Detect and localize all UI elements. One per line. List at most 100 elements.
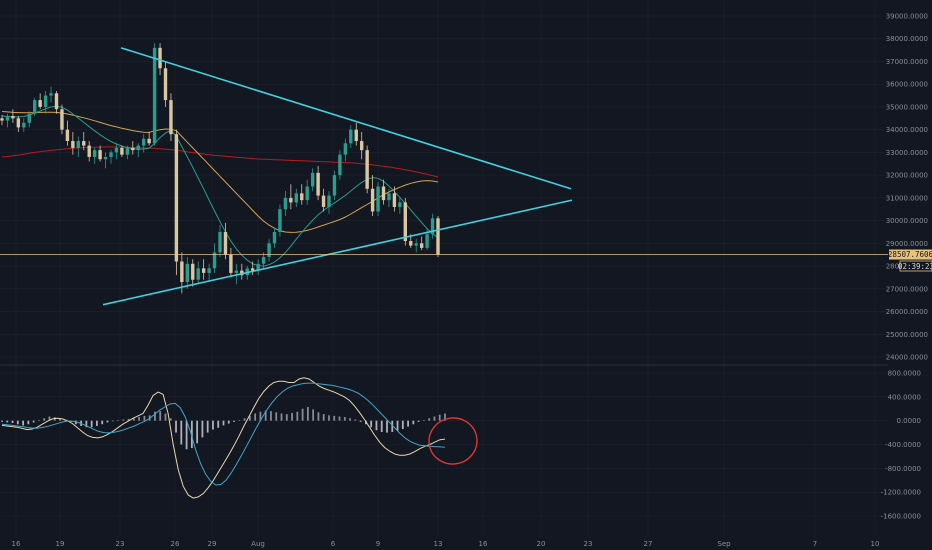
price-tick-label: 31000.0000 (886, 194, 928, 202)
candle-body (387, 193, 391, 201)
candle-body (201, 268, 206, 273)
macd-tick-label: 800.0000 (888, 370, 921, 378)
candle-body (65, 129, 70, 142)
macd-pane (1, 377, 446, 499)
candle-body (11, 116, 15, 119)
candle-body (365, 150, 369, 189)
candle-body (403, 202, 407, 242)
price-tick-label: 39000.0000 (886, 13, 928, 21)
triangle-trendlines[interactable] (102, 47, 573, 306)
candle-body (349, 129, 353, 144)
macd-tick-label: -1200.0000 (881, 489, 921, 497)
candle-body (310, 172, 315, 187)
candle-body (60, 109, 64, 130)
price-tick-label: 34000.0000 (886, 126, 928, 134)
macd-macd-line (1, 377, 446, 499)
candle-body (120, 147, 124, 155)
price-badge: 28507.7606 02:39:23 (888, 249, 932, 272)
candle-body (354, 129, 358, 142)
macd-tick-label: 0.0000 (897, 417, 922, 425)
macd-tick-label: -400.0000 (885, 441, 921, 449)
candle-body (109, 152, 113, 157)
time-tick-label: 20 (537, 540, 546, 548)
candle-body (136, 145, 140, 151)
time-tick-label: 6 (331, 540, 336, 548)
candle-body (229, 254, 233, 273)
candle-body (338, 154, 342, 176)
time-tick-label: 16 (12, 540, 21, 548)
candle-body (272, 231, 277, 244)
candle-body (360, 141, 364, 151)
time-tick-label: 9 (376, 540, 380, 548)
candle-body (430, 218, 435, 235)
countdown-badge-bg (899, 260, 932, 272)
candle-body (294, 193, 298, 203)
price-badge-bg (889, 249, 932, 260)
price-tick-label: 26000.0000 (886, 308, 928, 316)
candle-body (300, 193, 304, 201)
candle-body (5, 116, 10, 121)
time-tick-label: 27 (644, 540, 653, 548)
candle-body (191, 263, 195, 280)
candle-body (409, 241, 413, 246)
candle-body (43, 95, 48, 107)
candle-body (142, 138, 146, 146)
moving-averages (1, 105, 439, 267)
countdown-badge-value: 02:39:23 (898, 262, 932, 271)
price-tick-label: 36000.0000 (886, 81, 928, 89)
macd-tick-label: -1600.0000 (881, 513, 921, 521)
candle-body (180, 261, 184, 282)
candle-body (251, 268, 255, 271)
candle-body (332, 175, 337, 196)
candle-body (131, 147, 135, 151)
candle-body (38, 100, 42, 107)
candle-body (212, 252, 217, 269)
candle-body (305, 186, 309, 201)
time-tick-label: 10 (871, 540, 880, 548)
price-tick-label: 27000.0000 (886, 285, 928, 293)
time-tick-label: 29 (208, 540, 217, 548)
candle-body (398, 202, 402, 207)
candle-body (33, 100, 37, 114)
candle-body (22, 122, 26, 128)
time-tick-label: 7 (813, 540, 817, 548)
moving-average-line (1, 146, 439, 178)
price-tick-label: 32000.0000 (886, 172, 928, 180)
candle-body (256, 263, 260, 271)
candle-body (218, 231, 222, 253)
candle-body (283, 197, 288, 210)
time-tick-label: 16 (479, 540, 488, 548)
candle-body (114, 147, 119, 153)
time-tick-label: Aug (251, 540, 265, 548)
candle-body (240, 270, 244, 276)
candle-body (76, 141, 80, 148)
price-tick-label: 24000.0000 (886, 354, 928, 362)
price-tick-label: 30000.0000 (886, 217, 928, 225)
price-tick-label: 25000.0000 (886, 331, 928, 339)
candle-body (158, 47, 162, 69)
candle-body (49, 93, 53, 96)
candle-body (147, 138, 151, 144)
trendline-lower[interactable] (102, 199, 573, 306)
macd-tick-label: 400.0000 (888, 393, 921, 401)
candle-body (327, 195, 331, 207)
annotation-circle[interactable] (425, 414, 480, 468)
candle-body (392, 193, 397, 207)
time-tick-label: 13 (434, 540, 443, 548)
candle-body (261, 256, 266, 264)
moving-average-line (1, 105, 439, 267)
macd-axis[interactable]: 800.0000 400.0000 0.0000 -400.0000 -800.0000… (881, 370, 921, 521)
time-tick-label: Sep (717, 540, 731, 548)
candle-body (98, 150, 102, 160)
candle-body (54, 93, 59, 110)
candle-body (343, 143, 348, 155)
time-axis[interactable]: 16 19 23 26 29 Aug 6 9 13 16 20 23 27 Sep 7 10 (12, 540, 880, 548)
candle-body (207, 268, 211, 273)
candle-body (27, 113, 31, 123)
candle-body (174, 134, 179, 262)
candle-body (376, 186, 380, 212)
trendline-upper[interactable] (120, 47, 572, 190)
time-tick-label: 23 (584, 540, 593, 548)
